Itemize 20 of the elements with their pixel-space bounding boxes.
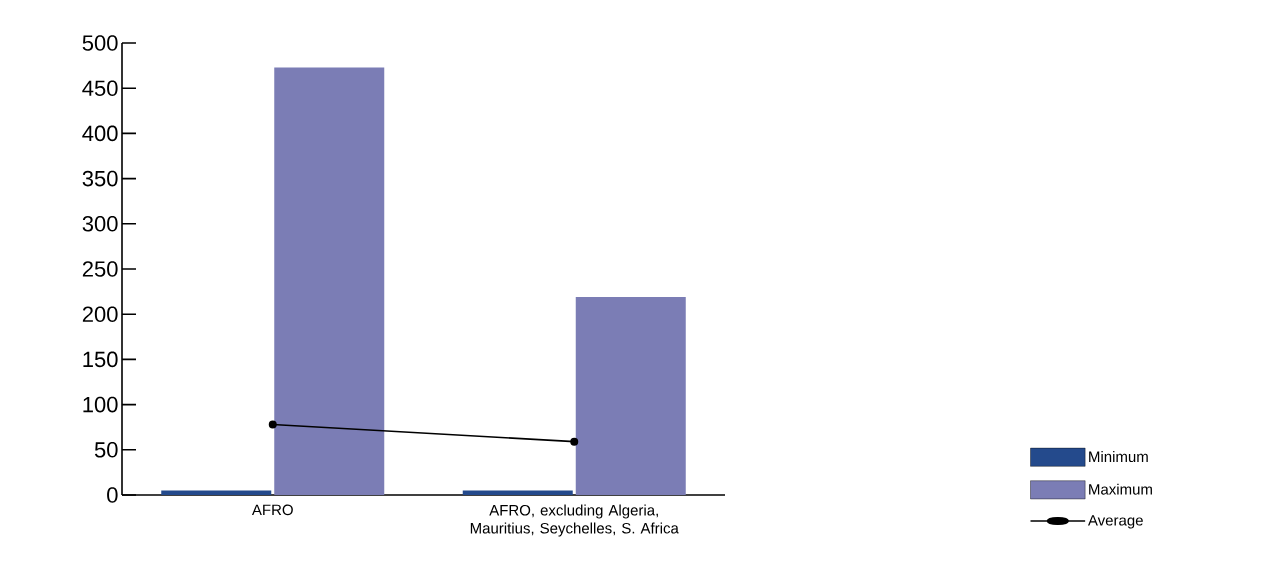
y-tick-label: 200 (82, 306, 118, 322)
bar (462, 490, 573, 495)
y-tick-label: 100 (83, 396, 118, 413)
legend-label: Average (1087, 515, 1143, 529)
y-tick-label: 50 (94, 442, 118, 458)
y-tick-label: 250 (82, 261, 118, 277)
y-tick-label: 400 (82, 125, 118, 142)
bar (575, 297, 686, 495)
y-tick-label: 0 (107, 487, 118, 503)
x-tick-label: AFRO, excluding Algeria, Mauritius, Seychelles, S. Africa (470, 504, 679, 537)
bar (161, 490, 272, 495)
y-tick-label: 450 (82, 80, 118, 96)
x-tick-label: AFRO (251, 504, 293, 516)
legend-label: Maximum (1089, 483, 1152, 495)
y-tick-label: 500 (82, 35, 118, 51)
legend-label: Minimum (1089, 451, 1148, 463)
bar (274, 67, 385, 495)
y-tick-label: 350 (82, 170, 118, 187)
y-tick-label: 150 (83, 351, 118, 368)
y-tick-label: 300 (82, 216, 118, 232)
